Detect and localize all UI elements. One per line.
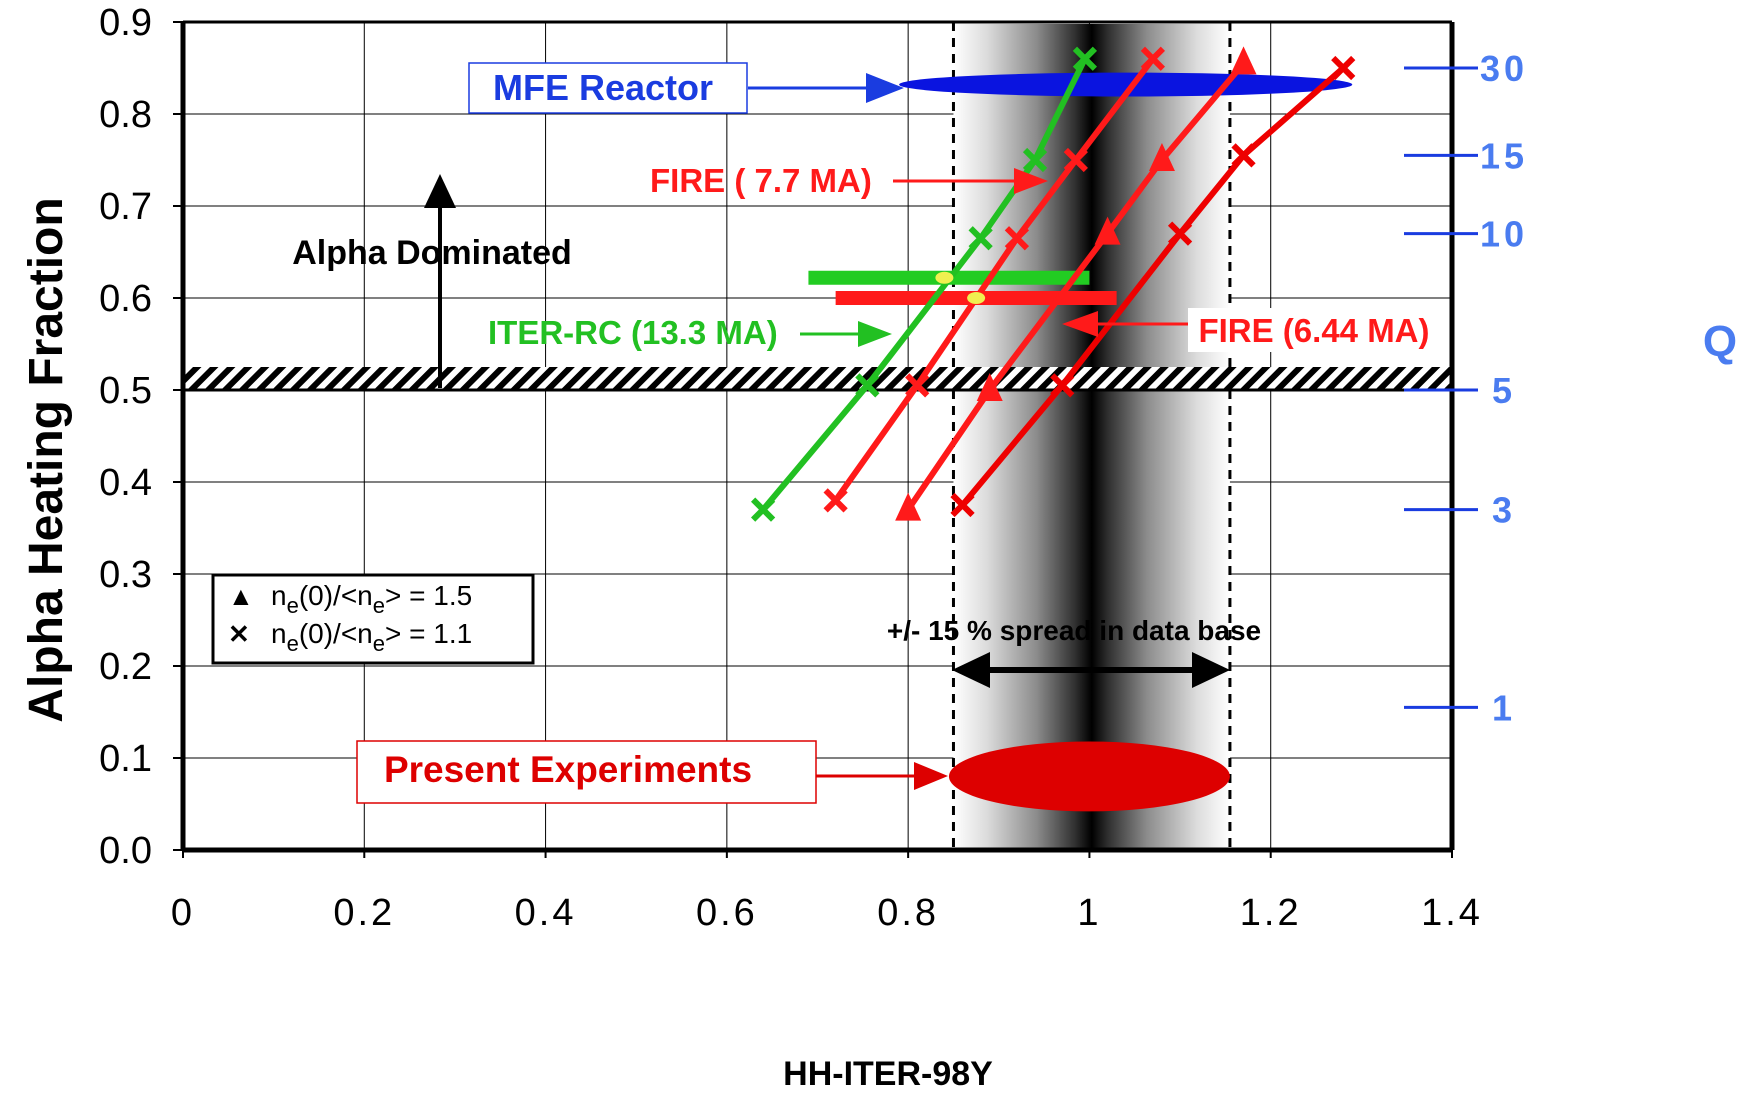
data-point-x [1063, 147, 1088, 173]
data-point-x [1140, 46, 1166, 71]
y-tick-label: 0.7 [99, 186, 152, 228]
data-point-x [855, 373, 880, 398]
y-tick-label: 0.1 [99, 738, 152, 780]
q-tick-label: 10 [1480, 214, 1528, 255]
alpha-dominated-label: Alpha Dominated [292, 234, 572, 272]
data-point-triangle [895, 492, 922, 521]
y-tick-label: 0.3 [99, 554, 152, 596]
legend-text-part: (0)/<n [299, 618, 373, 649]
spread-band [953, 24, 1230, 848]
data-point-triangle [1094, 216, 1121, 245]
axes: 0 0.2 0.4 0.6 0.8 1 1.2 1.4 0.0 0.1 0.2 0.3 0.4 0.5 0.… [99, 2, 1528, 934]
fire77-label: FIRE ( 7.7 MA) [650, 162, 872, 199]
fire77-arrow-head [1014, 168, 1048, 194]
data-point-x [1167, 221, 1193, 246]
legend-text-part: e [373, 631, 385, 656]
data-point-x [968, 226, 993, 251]
y-tick-label: 0.0 [99, 830, 152, 872]
data-point-x [950, 492, 975, 518]
annotations: MFE Reactor FIRE ( 7.7 MA) Alpha Dominated… [211, 62, 1440, 804]
data-point-x [1022, 147, 1048, 173]
q-tick-label: 1 [1492, 687, 1516, 728]
y-tick-label: 0.9 [99, 2, 152, 44]
legend-text-part: e [287, 631, 299, 656]
data-point-x [1231, 143, 1256, 168]
plot-area [183, 22, 1452, 850]
data-point-x [1072, 46, 1098, 71]
highlight-dot [967, 292, 986, 304]
mfe-label: MFE Reactor [493, 67, 713, 108]
legend-marker: ✕ [228, 619, 250, 649]
x-axis-label: HH-ITER-98Y [783, 1055, 993, 1093]
iter-label: ITER-RC (13.3 MA) [488, 314, 778, 351]
spread-arrow-head-right [1192, 652, 1230, 688]
data-point-triangle [1148, 143, 1175, 171]
x-tick-label: 0.2 [333, 892, 395, 934]
legend-text-part: (0)/<n [299, 580, 373, 611]
x-tick-label: 0.4 [515, 892, 577, 934]
y-axis-label: Alpha Heating Fraction [20, 197, 73, 722]
legend-entry: ne(0)/<ne> = 1.5 [271, 580, 472, 618]
data-point-x [750, 497, 776, 522]
present-label: Present Experiments [384, 749, 752, 790]
y-tick-label: 0.8 [99, 94, 152, 136]
q-tick-label: 15 [1480, 135, 1528, 176]
bands [183, 22, 1452, 850]
highlight-dot [935, 271, 954, 284]
legend-text-part: n [271, 618, 287, 649]
legend-marker: ▲ [228, 581, 254, 611]
q-tick-label: 5 [1492, 370, 1516, 411]
threshold-band [183, 367, 1452, 390]
y-tick-label: 0.2 [99, 646, 152, 688]
spread-label: +/- 15 % spread in data base [887, 615, 1261, 646]
data-point-triangle [976, 373, 1003, 401]
x-tick-label: 0 [171, 892, 195, 934]
x-tick-label: 0.6 [696, 892, 758, 934]
q-tick-label: 3 [1492, 490, 1516, 531]
q-tick-label: 30 [1480, 48, 1528, 89]
fire644-label-box [1188, 308, 1440, 352]
alpha-arrow-head [424, 174, 456, 208]
data-point-triangle [1230, 46, 1257, 75]
fire644-label: FIRE (6.44 MA) [1198, 312, 1429, 349]
present-label-box [356, 740, 817, 804]
x-tick-label: 1 [1077, 892, 1101, 934]
spread-arrow-head-left [952, 652, 990, 688]
series [750, 46, 1356, 522]
present-experiments-ellipse [948, 741, 1230, 812]
legend-text-part: e [287, 593, 299, 618]
data-point-x [1331, 55, 1356, 81]
data-point-x [905, 373, 930, 398]
mfe-label-box [468, 62, 748, 114]
plot-background [183, 22, 1452, 850]
x-tick-label: 1.2 [1240, 892, 1302, 934]
legend-text-part: n [271, 580, 287, 611]
x-tick-label: 0.8 [877, 892, 939, 934]
y-tick-label: 0.5 [99, 370, 152, 412]
legend-entry: ne(0)/<ne> = 1.1 [271, 618, 472, 656]
data-point-x [823, 488, 848, 513]
y-tick-label: 0.4 [99, 462, 152, 504]
legend-box [211, 573, 535, 665]
legend-text-part: > = 1.1 [385, 618, 472, 649]
legend-text-part: e [373, 593, 385, 618]
q-axis-label: Q [1703, 317, 1737, 366]
y-tick-label: 0.6 [99, 278, 152, 320]
fire644-arrow-head [1062, 311, 1098, 337]
mfe-reactor-ellipse [899, 72, 1353, 97]
legend-text-part: > = 1.5 [385, 580, 472, 611]
data-point-x [1050, 373, 1075, 398]
iter-arrow-head [858, 321, 892, 347]
x-tick-label: 1.4 [1421, 892, 1483, 934]
present-arrow-head [914, 762, 948, 790]
mfe-arrow-head [866, 73, 904, 103]
data-point-x [1004, 226, 1030, 251]
